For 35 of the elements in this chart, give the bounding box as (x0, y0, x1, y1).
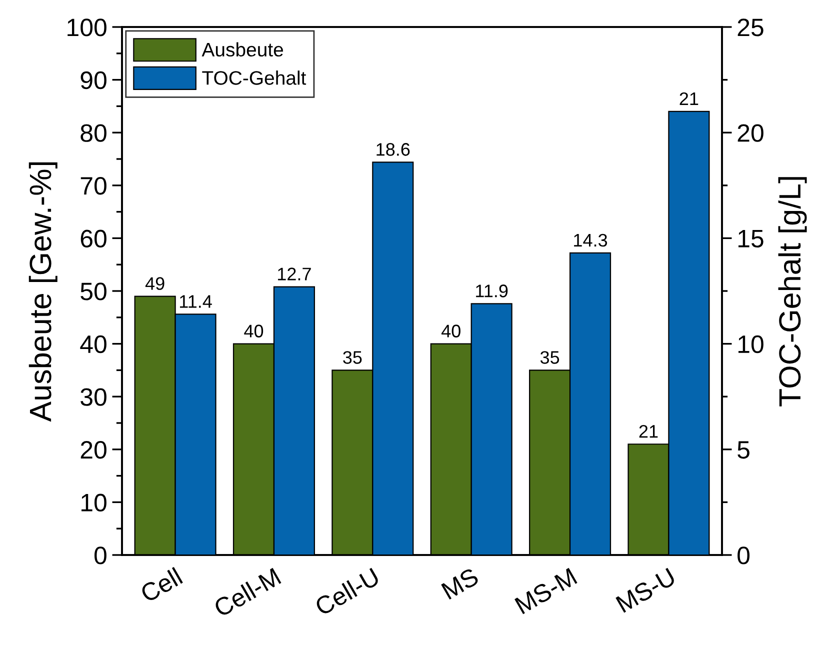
y-tick-label: 50 (80, 282, 106, 300)
y-tick-label: 30 (80, 388, 106, 406)
y2-axis-title: TOC-Gehalt [g/L] (778, 177, 807, 406)
y-tick-label: 20 (80, 441, 106, 459)
y-tick-label: 60 (80, 230, 106, 248)
y-tick-label: 40 (80, 335, 106, 354)
y-tick-label: 70 (80, 177, 106, 195)
y-tick-label: 0 (94, 546, 106, 564)
data-label: 21 (680, 92, 698, 105)
y-tick-label: 90 (80, 71, 106, 90)
data-label: 35 (540, 351, 560, 364)
data-label: 12.7 (278, 268, 311, 280)
legend-label: TOC-Gehalt (202, 70, 306, 85)
data-label: 40 (244, 324, 264, 338)
y2-tick-label: 5 (738, 441, 750, 459)
x-tick-label: MS (440, 567, 480, 600)
y2-tick-label: 10 (738, 335, 764, 354)
y-tick-label: 100 (68, 18, 106, 36)
data-label: 14.3 (574, 234, 608, 247)
data-label: 11.4 (180, 295, 212, 308)
data-label: 11.9 (476, 284, 508, 298)
y-axis-title: Ausbeute [Gew.-%] (28, 162, 58, 422)
y2-tick-label: 15 (738, 230, 764, 248)
data-label: 18.6 (376, 143, 410, 156)
data-label: 21 (639, 424, 658, 438)
y2-tick-label: 0 (738, 546, 750, 564)
x-tick-label: Cell (139, 566, 184, 603)
y-tick-label: 80 (80, 124, 106, 142)
y2-tick-label: 20 (738, 124, 764, 142)
data-label: 49 (145, 277, 164, 290)
data-label: 35 (343, 351, 362, 364)
data-label: 40 (441, 324, 460, 338)
y2-tick-label: 25 (738, 18, 764, 36)
legend-label: Ausbeute (202, 42, 284, 57)
y-tick-label: 10 (82, 494, 106, 512)
